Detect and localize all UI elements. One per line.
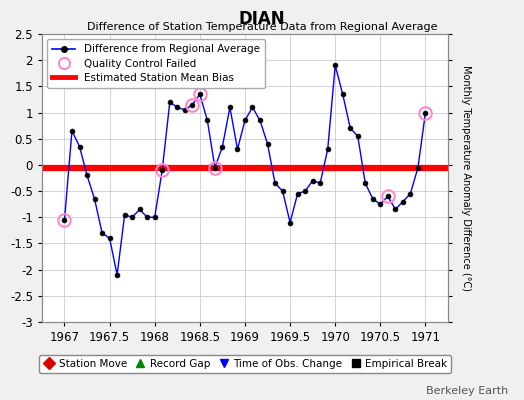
Text: DIAN: DIAN (239, 10, 285, 28)
Text: Difference of Station Temperature Data from Regional Average: Difference of Station Temperature Data f… (87, 22, 437, 32)
Text: Berkeley Earth: Berkeley Earth (426, 386, 508, 396)
Legend: Station Move, Record Gap, Time of Obs. Change, Empirical Break: Station Move, Record Gap, Time of Obs. C… (39, 355, 451, 373)
Y-axis label: Monthly Temperature Anomaly Difference (°C): Monthly Temperature Anomaly Difference (… (461, 65, 471, 291)
